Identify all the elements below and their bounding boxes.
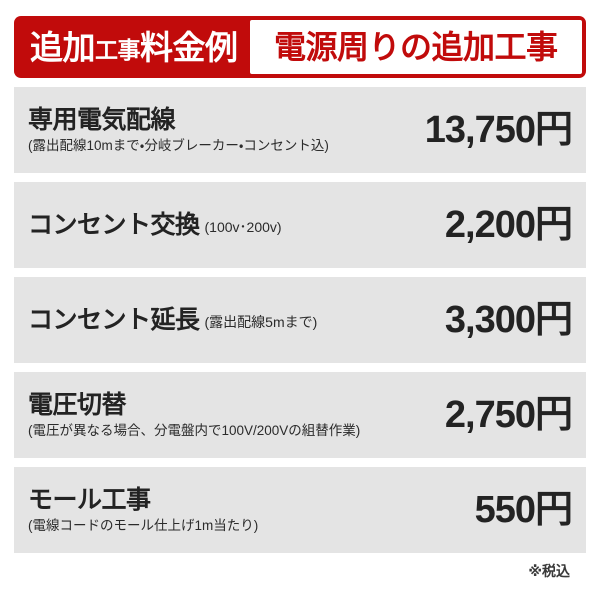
service-note: (露出配線5mまで) bbox=[204, 313, 318, 330]
table-row: 専用電気配線 (露出配線10mまで・分岐ブレーカー・コンセント込) 13,750… bbox=[14, 87, 586, 173]
price-row-list: 専用電気配線 (露出配線10mまで・分岐ブレーカー・コンセント込) 13,750… bbox=[14, 87, 586, 553]
service-name: 電圧切替 bbox=[28, 390, 127, 419]
row-label-group: 専用電気配線 (露出配線10mまで・分岐ブレーカー・コンセント込) bbox=[28, 106, 329, 154]
service-name: 専用電気配線 bbox=[28, 105, 176, 134]
service-note: (露出配線10mまで・分岐ブレーカー・コンセント込) bbox=[28, 137, 329, 153]
row-label-group: コンセント延長 (露出配線5mまで) bbox=[28, 306, 317, 335]
table-row: モール工事 (電線コードのモール仕上げ1m当たり) 550円 bbox=[14, 467, 586, 553]
service-price: 3,300円 bbox=[444, 299, 573, 341]
service-name: コンセント交換 bbox=[28, 210, 200, 239]
row-label-group: 電圧切替 (電圧が異なる場合、分電盤内で100V/200Vの組替作業) bbox=[28, 391, 360, 439]
service-price: 13,750円 bbox=[424, 109, 573, 151]
header-subtitle: 電源周りの追加工事 bbox=[273, 29, 558, 65]
service-price: 2,750円 bbox=[444, 394, 573, 436]
header-banner: 追加 工事 料金例 電源周りの追加工事 bbox=[14, 16, 586, 78]
service-note: (電線コードのモール仕上げ1m当たり) bbox=[28, 517, 259, 533]
header-title-part-3: 料金例 bbox=[140, 28, 238, 66]
service-price: 2,200円 bbox=[444, 204, 573, 246]
header-title-part-1: 追加 bbox=[30, 28, 96, 66]
service-price: 550円 bbox=[474, 489, 573, 531]
row-label-group: コンセント交換 (100v･200v) bbox=[28, 211, 282, 240]
table-row: コンセント延長 (露出配線5mまで) 3,300円 bbox=[14, 277, 586, 363]
table-row: コンセント交換 (100v･200v) 2,200円 bbox=[14, 182, 586, 268]
service-name: コンセント延長 bbox=[28, 305, 200, 334]
header-title: 追加 工事 料金例 bbox=[18, 20, 248, 74]
service-note: (電圧が異なる場合、分電盤内で100V/200Vの組替作業) bbox=[28, 422, 361, 438]
header-title-part-2: 工事 bbox=[95, 36, 141, 63]
service-name: モール工事 bbox=[28, 485, 151, 514]
service-note: (100v･200v) bbox=[204, 218, 282, 235]
header-subtitle-panel: 電源周りの追加工事 bbox=[249, 20, 582, 74]
table-row: 電圧切替 (電圧が異なる場合、分電盤内で100V/200Vの組替作業) 2,75… bbox=[14, 372, 586, 458]
row-label-group: モール工事 (電線コードのモール仕上げ1m当たり) bbox=[28, 486, 258, 534]
tax-note: ※税込 bbox=[528, 563, 570, 579]
